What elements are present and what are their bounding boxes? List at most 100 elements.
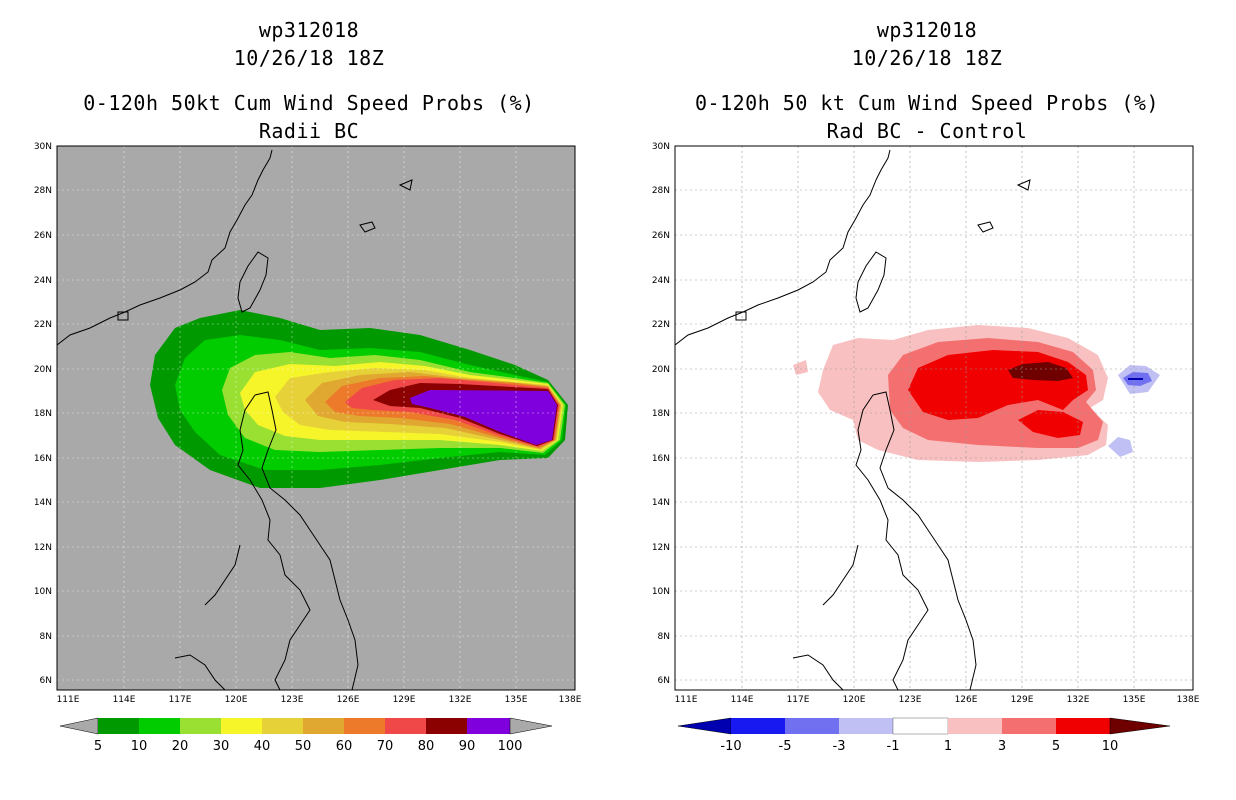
colorbar-label: 3 [998, 739, 1006, 754]
colorbar-label: 70 [377, 739, 394, 754]
lat-label: 8N [40, 632, 52, 642]
lat-label: 6N [40, 676, 52, 686]
colorbar-label: 30 [213, 739, 230, 754]
colorbar-label: 1 [944, 739, 952, 754]
lat-label: 18N [652, 409, 670, 419]
map-subtitle: Radii BC [258, 119, 360, 143]
colorbar [59, 717, 553, 735]
colorbar-swatch [731, 718, 785, 734]
diff-5b [1018, 410, 1083, 438]
colorbar-label: 100 [498, 739, 523, 754]
lat-label: 12N [652, 543, 670, 553]
lon-label: 126E [955, 695, 978, 705]
lat-label: 22N [652, 320, 670, 330]
datetime: 10/26/18 18Z [851, 46, 1003, 70]
diff-10 [1008, 362, 1073, 381]
lon-label: 129E [393, 695, 416, 705]
colorbar-under-arrow [59, 717, 99, 735]
diff-neg-1b [1108, 437, 1133, 457]
colorbar-swatch [892, 717, 949, 735]
lon-label: 120E [225, 695, 248, 705]
lon-label: 111E [57, 695, 80, 705]
colorbar-under-arrow [677, 717, 732, 735]
colorbar-swatch [467, 718, 510, 734]
colorbar-swatch [180, 718, 221, 734]
prob-90 [410, 390, 557, 445]
colorbar-label: -10 [720, 739, 741, 754]
colorbar-label: 5 [1052, 739, 1060, 754]
colorbar-label: 90 [459, 739, 476, 754]
lon-label: 120E [843, 695, 866, 705]
lon-label: 111E [675, 695, 698, 705]
lat-label: 8N [658, 632, 670, 642]
colorbar-swatch [785, 718, 839, 734]
lat-label: 24N [34, 276, 52, 286]
lat-label: 10N [652, 587, 670, 597]
colorbar-label: 10 [1102, 739, 1119, 754]
lon-label: 123E [281, 695, 304, 705]
diff-1b [793, 360, 808, 375]
storm-id: wp312018 [876, 18, 978, 42]
lon-label: 135E [1123, 695, 1146, 705]
lat-label: 6N [658, 676, 670, 686]
map-subtitle: Rad BC - Control [826, 119, 1028, 143]
gridlines [675, 146, 1193, 690]
colorbar-label: 20 [172, 739, 189, 754]
lat-label: 30N [34, 142, 52, 152]
lat-label: 10N [34, 587, 52, 597]
colorbar-swatch [1056, 718, 1110, 734]
lat-label: 20N [34, 365, 52, 375]
colorbar-label: -5 [779, 739, 792, 754]
storm-id: wp312018 [258, 18, 360, 42]
lon-label: 117E [169, 695, 192, 705]
left-map: 30N 28N 26N 24N 22N 20N 18N 16N 14N 12N … [34, 142, 582, 754]
lat-label: 28N [34, 186, 52, 196]
colorbar-swatch [1002, 718, 1056, 734]
lat-label: 20N [652, 365, 670, 375]
lon-label: 114E [113, 695, 136, 705]
lon-label: 117E [787, 695, 810, 705]
map-frame [56, 145, 576, 691]
colorbar-label: 40 [254, 739, 271, 754]
lat-label: 16N [652, 454, 670, 464]
colorbar-swatch [98, 718, 139, 734]
left-panel: wp312018 10/26/18 18Z 0-120h 50kt Cum Wi… [34, 18, 582, 754]
lat-label: 18N [34, 409, 52, 419]
colorbar-label: -1 [887, 739, 900, 754]
colorbar-swatch [344, 718, 385, 734]
colorbar-swatch [426, 718, 467, 734]
lat-label: 28N [652, 186, 670, 196]
lon-label: 126E [337, 695, 360, 705]
map-frame [674, 145, 1194, 691]
colorbar-swatch [839, 718, 893, 734]
colorbar-swatch [221, 718, 262, 734]
lat-label: 12N [34, 543, 52, 553]
colorbar-label: 10 [131, 739, 148, 754]
colorbar-swatch [948, 718, 1002, 734]
lon-label: 132E [449, 695, 472, 705]
lat-label: 26N [34, 231, 52, 241]
colorbar-label: 5 [94, 739, 102, 754]
colorbar-over-arrow [1109, 717, 1171, 735]
lon-label: 114E [731, 695, 754, 705]
lon-label: 123E [899, 695, 922, 705]
colorbar-swatch [262, 718, 303, 734]
lat-label: 24N [652, 276, 670, 286]
colorbar-swatch [303, 718, 344, 734]
lon-label: 129E [1011, 695, 1034, 705]
lat-label: 16N [34, 454, 52, 464]
lat-label: 22N [34, 320, 52, 330]
lat-label: 30N [652, 142, 670, 152]
map-title: 0-120h 50 kt Cum Wind Speed Probs (%) [694, 91, 1160, 115]
lat-label: 14N [652, 498, 670, 508]
colorbar-swatch [139, 718, 180, 734]
colorbar [677, 717, 1171, 735]
lat-label: 26N [652, 231, 670, 241]
lat-label: 14N [34, 498, 52, 508]
colorbar-label: 80 [418, 739, 435, 754]
colorbar-label: 50 [295, 739, 312, 754]
map-title: 0-120h 50kt Cum Wind Speed Probs (%) [83, 91, 535, 115]
right-panel: wp312018 10/26/18 18Z 0-120h 50 kt Cum W… [618, 0, 1236, 800]
right-map: 30N 28N 26N 24N 22N 20N 18N 16N 14N 12N … [652, 142, 1200, 754]
colorbar-over-arrow [509, 717, 553, 735]
